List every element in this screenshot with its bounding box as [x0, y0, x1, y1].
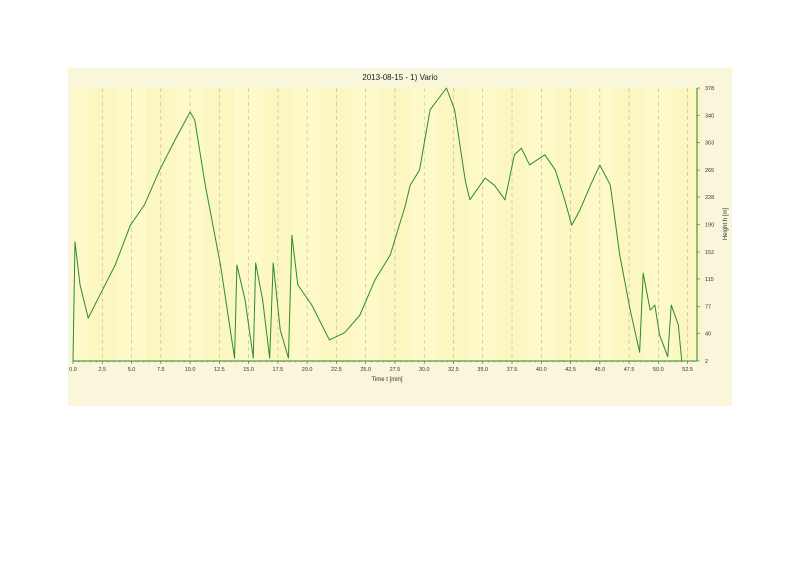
y-axis-label: Height h [m] — [723, 208, 729, 241]
x-tick-label: 15.0 — [243, 367, 254, 373]
height-series-line — [72, 87, 697, 362]
x-tick-label: 20.0 — [302, 367, 313, 373]
chart-title: 2013-08-15 - 1) Vario — [362, 73, 438, 82]
x-tick-label: 30.0 — [419, 367, 430, 373]
x-tick-label: 47.5 — [624, 367, 635, 373]
y-tick-label: 378 — [705, 86, 714, 92]
x-tick-label: 0.0 — [69, 367, 77, 373]
x-tick-label: 52.5 — [682, 367, 693, 373]
y-tick-label: 190 — [705, 223, 714, 229]
y-tick-label: 265 — [705, 168, 714, 174]
x-tick-label: 50.0 — [653, 367, 664, 373]
x-tick-label: 22.5 — [331, 367, 342, 373]
y-tick-label: 228 — [705, 195, 714, 201]
y-tick-label: 77 — [705, 305, 711, 311]
x-tick-label: 12.5 — [214, 367, 225, 373]
y-tick-label: 340 — [705, 114, 714, 120]
x-tick-label: 37.5 — [507, 367, 518, 373]
x-tick-label: 35.0 — [477, 367, 488, 373]
y-tick-label: 115 — [705, 277, 714, 283]
x-tick-label: 32.5 — [448, 367, 459, 373]
x-axis-label: Time t [min] — [371, 377, 402, 383]
x-tick-label: 45.0 — [594, 367, 605, 373]
x-tick-label: 17.5 — [273, 367, 284, 373]
x-tick-label: 42.5 — [565, 367, 576, 373]
x-tick-label: 2.5 — [98, 367, 106, 373]
x-tick-label: 5.0 — [128, 367, 136, 373]
y-tick-label: 303 — [705, 140, 714, 146]
x-tick-label: 40.0 — [536, 367, 547, 373]
y-tick-label: 2 — [705, 359, 708, 365]
y-tick-label: 40 — [705, 331, 711, 337]
x-tick-label: 27.5 — [390, 367, 401, 373]
x-tick-label: 7.5 — [157, 367, 165, 373]
y-tick-label: 152 — [705, 250, 714, 256]
x-tick-label: 25.0 — [360, 367, 371, 373]
x-tick-label: 10.0 — [185, 367, 196, 373]
